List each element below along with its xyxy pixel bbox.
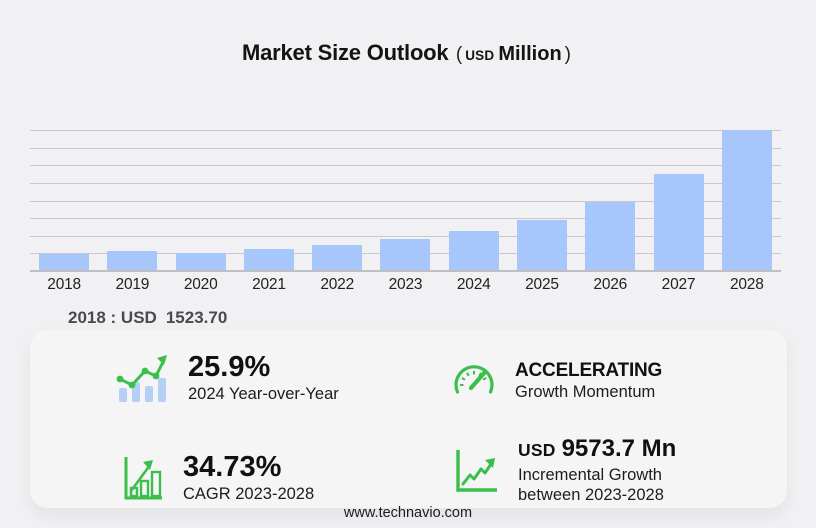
x-axis-line (30, 270, 781, 272)
website-link[interactable]: www.technavio.com (343, 505, 473, 521)
gridline (30, 130, 781, 131)
bar-slot-2025 (508, 219, 576, 271)
bar-2021 (243, 249, 294, 271)
x-axis-label-2027: 2027 (661, 276, 696, 293)
bar-slot-2024 (440, 231, 508, 271)
yoy-label: 2024 Year-over-Year (188, 385, 339, 404)
x-axis-labels: 2018 2019 2020 2021 2022 2023 2024 2025 2026 2027… (30, 276, 781, 294)
x-axis-label-2023: 2023 (388, 276, 423, 293)
momentum-value: ACCELERATING (515, 359, 663, 381)
incremental-label-line2: between 2023-2028 (518, 486, 664, 504)
cagr-value: 34.73% (183, 450, 282, 483)
title-unit-prefix: USD (465, 48, 495, 63)
cagr-label: CAGR 2023-2028 (183, 485, 315, 504)
base-year-label: 2018 : USD (68, 308, 157, 327)
page-title: Market Size Outlook (USD Million) (0, 40, 816, 66)
stat-yoy-growth: 25.9% 2024 Year-over-Year (116, 350, 339, 406)
gridline (30, 218, 781, 220)
title-main: Market Size Outlook (241, 40, 449, 65)
bar-slot-2019 (98, 250, 166, 271)
gridline (30, 200, 781, 202)
bar-2023 (380, 239, 431, 271)
bar-2020 (175, 253, 226, 271)
bar-slot-2020 (167, 253, 235, 271)
bar-2026 (585, 202, 636, 271)
outlined-bar-growth-icon (123, 455, 165, 501)
title-unit: Million (498, 43, 562, 65)
stat-growth-momentum: ACCELERATING Growth Momentum (451, 358, 662, 404)
x-axis-label-2026: 2026 (593, 276, 628, 293)
market-size-bar-chart (30, 130, 781, 272)
bar-2027 (653, 174, 704, 271)
gauge-icon (451, 359, 497, 403)
bar-slot-2027 (644, 174, 712, 271)
bar-slot-2023 (371, 239, 439, 271)
momentum-label: Growth Momentum (515, 383, 656, 402)
bar-slot-2022 (303, 244, 371, 271)
gridline (30, 165, 781, 167)
x-axis-label-2024: 2024 (456, 276, 491, 293)
base-year-annotation: 2018 : USD 1523.70 (68, 308, 227, 328)
x-axis-label-2018: 2018 (47, 276, 81, 293)
incremental-label-line1: Incremental Growth (518, 465, 662, 484)
bar-slot-2028 (713, 130, 781, 271)
base-year-value: 1523.70 (165, 308, 228, 327)
bar-2028 (721, 130, 772, 271)
title-open-paren: ( (455, 44, 463, 65)
x-axis-label-2025: 2025 (525, 276, 559, 293)
gridline (30, 147, 781, 149)
title-close-paren: ) (564, 44, 571, 65)
x-axis-label-2019: 2019 (115, 276, 150, 293)
stat-incremental-growth: USD 9573.7 Mn Incremental Growth between … (454, 434, 676, 506)
stats-panel: 25.9% 2024 Year-over-Year ACCELERA (30, 330, 787, 508)
stat-cagr: 34.73% CAGR 2023-2028 (123, 450, 314, 506)
bar-trend-icon (116, 352, 170, 404)
gridline (30, 235, 781, 237)
x-axis-label-2022: 2022 (320, 276, 355, 293)
x-axis-label-2020: 2020 (183, 276, 218, 293)
bar-slot-2018 (30, 253, 98, 271)
incremental-value: USD 9573.7 Mn (518, 435, 676, 463)
x-axis-label-2028: 2028 (729, 276, 764, 293)
incremental-value-currency: USD (518, 439, 556, 460)
bar-2024 (448, 231, 499, 271)
bar-2019 (107, 250, 158, 271)
chart-bars (30, 130, 781, 271)
bar-2025 (516, 219, 567, 271)
incremental-value-number: 9573.7 Mn (561, 434, 677, 462)
bar-2022 (312, 244, 363, 271)
bar-slot-2021 (235, 249, 303, 271)
bar-2018 (39, 253, 90, 271)
line-growth-icon (454, 445, 500, 495)
gridline (30, 182, 781, 184)
bar-slot-2026 (576, 202, 644, 271)
yoy-value: 25.9% (188, 350, 271, 383)
x-axis-label-2021: 2021 (252, 276, 286, 293)
